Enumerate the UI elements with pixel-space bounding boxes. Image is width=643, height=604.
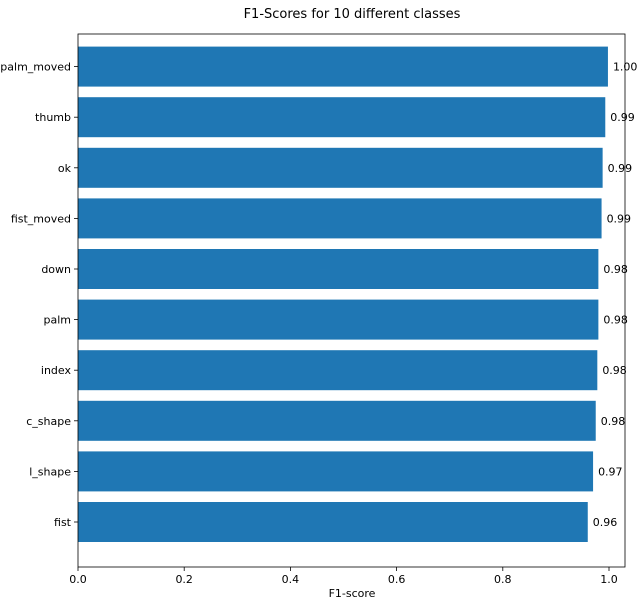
bar-c_shape [78, 400, 596, 441]
data-label-fist: 0.96 [593, 516, 618, 529]
x-tick-label-3: 0.6 [388, 573, 406, 586]
y-axis: fist l_shape c_shape index palm down fist_move… [0, 61, 78, 529]
data-label-index: 0.98 [602, 364, 627, 377]
x-axis: 0.0 0.2 0.4 0.6 0.8 1.0 [69, 567, 618, 586]
y-tick-label-fist: fist [54, 516, 72, 529]
bar-fist_moved [78, 198, 602, 239]
bar-index [78, 350, 598, 391]
y-tick-label-palm: palm [44, 314, 72, 327]
x-tick-label-2: 0.4 [282, 573, 300, 586]
bars-layer [78, 46, 608, 542]
y-tick-label-c_shape: c_shape [26, 415, 71, 428]
bar-palm [78, 299, 599, 340]
chart-title: F1-Scores for 10 different classes [244, 7, 461, 22]
y-tick-label-down: down [41, 263, 71, 276]
data-labels-layer: 0.960.970.980.980.980.980.990.990.991.00 [593, 61, 638, 529]
x-axis-label: F1-score [329, 587, 376, 600]
data-label-thumb: 0.99 [610, 111, 635, 124]
data-label-palm: 0.98 [603, 314, 628, 327]
data-label-down: 0.98 [603, 263, 628, 276]
x-tick-label-1: 0.2 [175, 573, 193, 586]
y-tick-label-thumb: thumb [35, 111, 71, 124]
plot-frame [77, 33, 626, 568]
y-tick-label-l_shape: l_shape [29, 465, 71, 478]
bar-down [78, 249, 599, 289]
data-label-l_shape: 0.97 [598, 465, 623, 478]
y-tick-label-fist_moved: fist_moved [11, 212, 71, 225]
bar-l_shape [78, 451, 594, 492]
x-tick-label-4: 0.8 [494, 573, 512, 586]
data-label-fist_moved: 0.99 [607, 212, 632, 225]
y-tick-label-index: index [41, 364, 72, 377]
y-tick-label-ok: ok [58, 162, 72, 175]
x-tick-label-5: 1.0 [600, 573, 618, 586]
bar-ok [78, 147, 603, 188]
bar-fist [78, 502, 588, 542]
x-tick-label-0: 0.0 [69, 573, 87, 586]
bar-palm_moved [78, 46, 608, 87]
y-tick-label-palm_moved: palm_moved [0, 61, 71, 74]
data-label-c_shape: 0.98 [601, 415, 626, 428]
data-label-ok: 0.99 [608, 162, 633, 175]
bar-thumb [78, 97, 606, 138]
